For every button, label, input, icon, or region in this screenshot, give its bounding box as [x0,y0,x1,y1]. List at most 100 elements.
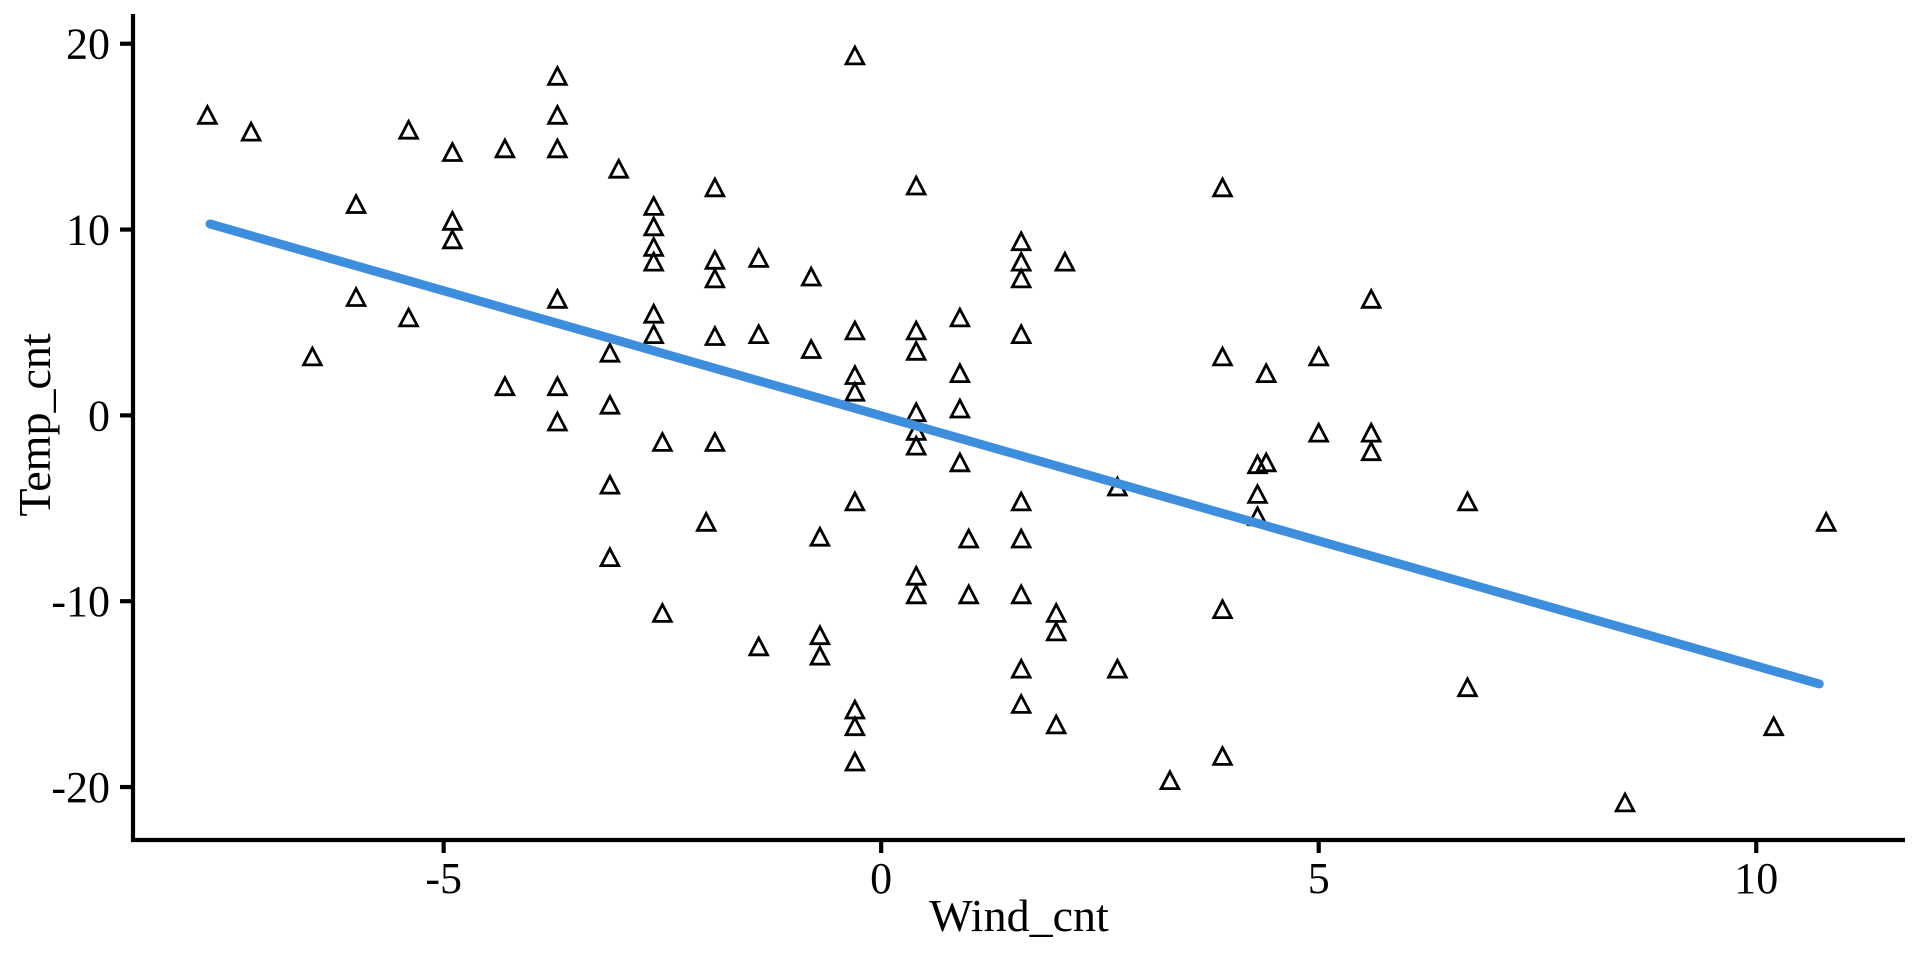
data-point-triangle [808,525,832,547]
data-point-triangle [957,582,980,605]
data-point-triangle [905,564,928,586]
points-layer [196,44,1838,813]
data-point-triangle [642,322,665,344]
data-point-triangle [344,285,368,307]
data-point-triangle [546,103,569,125]
data-point-triangle [1053,250,1077,272]
data-point-triangle [1307,421,1330,443]
data-point-triangle [1246,452,1269,475]
data-point-triangle [905,434,928,456]
data-point-triangle [808,644,832,666]
y-tick-label: -10 [51,577,110,626]
data-point-triangle [1010,582,1033,605]
data-point-triangle [695,510,718,532]
data-point-triangle [703,248,727,270]
y-tick-label: 0 [88,391,110,440]
data-point-triangle [843,380,867,402]
data-point-triangle [843,714,867,737]
data-point-triangle [1360,287,1383,309]
data-point-triangle [1010,489,1033,512]
data-point-triangle [703,266,727,289]
data-point-triangle [1211,597,1234,619]
data-point-triangle [703,324,727,346]
data-point-triangle [1456,489,1479,512]
data-point-triangle [1211,345,1234,367]
data-point-triangle [642,194,665,216]
axes-layer [130,14,1905,843]
data-point-triangle [843,319,867,341]
data-point-triangle [1010,657,1033,679]
data-point-triangle [843,44,867,66]
data-point-triangle [905,319,928,341]
data-point-triangle [905,174,928,196]
data-point-triangle [642,250,665,272]
data-point-triangle [441,227,464,250]
data-point-triangle [1360,439,1383,462]
data-point-triangle [1106,657,1129,679]
data-point-triangle [441,140,464,162]
data-point-triangle [344,192,368,214]
data-point-triangle [1045,601,1068,623]
data-point-triangle [1762,714,1785,737]
data-point-triangle [196,103,219,125]
trend-line [205,219,1824,689]
data-point-triangle [642,302,665,324]
data-point-triangle [1360,421,1383,443]
data-point-triangle [397,118,420,140]
y-tick-label: 20 [66,20,110,69]
data-point-triangle [948,306,972,328]
data-point-triangle [1307,345,1330,367]
data-point-triangle [747,246,770,268]
data-point-triangle [1010,322,1033,344]
data-point-triangle [598,341,622,363]
data-point-triangle [301,345,324,367]
data-point-triangle [651,601,674,623]
data-point-triangle [843,750,867,772]
data-point-triangle [703,430,727,452]
data-point-triangle [1246,482,1269,504]
data-point-triangle [1010,229,1033,252]
data-point-triangle [843,489,867,512]
y-tick-label: 10 [66,206,110,255]
data-point-triangle [1456,675,1479,698]
x-axis-title: Wind_cnt [929,890,1109,941]
data-point-triangle [651,430,674,452]
data-point-triangle [957,527,980,549]
data-point-triangle [800,337,823,359]
data-point-triangle [1211,744,1234,766]
data-point-triangle [747,634,770,657]
data-point-triangle [546,136,569,159]
trend-layer [205,219,1824,689]
data-point-triangle [1010,692,1033,714]
data-point-triangle [493,374,517,397]
data-point-triangle [905,339,928,361]
data-point-triangle [703,175,727,198]
data-point-triangle [546,410,569,432]
data-point-triangle [948,397,972,419]
data-point-triangle [905,400,928,423]
data-point-triangle [905,582,928,605]
data-point-triangle [1010,266,1033,289]
x-tick-label: 0 [870,854,892,903]
data-point-triangle [598,473,622,495]
data-point-triangle [642,214,665,237]
data-point-triangle [1010,527,1033,549]
data-point-triangle [607,157,630,179]
data-point-triangle [800,265,823,287]
data-point-triangle [1045,712,1068,735]
data-point-triangle [546,64,569,86]
x-tick-label: -5 [425,854,462,903]
x-tick-label: 10 [1734,854,1778,903]
data-point-triangle [598,393,622,415]
data-point-triangle [441,209,464,231]
data-point-triangle [1613,791,1637,813]
y-tick-label: -20 [51,763,110,812]
data-point-triangle [1815,510,1838,532]
data-point-triangle [546,374,569,397]
data-point-triangle [948,361,972,383]
data-point-triangle [1158,768,1182,790]
data-point-triangle [1255,361,1278,383]
data-point-triangle [948,450,972,473]
y-axis-title: Temp_cnt [9,333,60,517]
data-point-triangle [397,306,420,328]
